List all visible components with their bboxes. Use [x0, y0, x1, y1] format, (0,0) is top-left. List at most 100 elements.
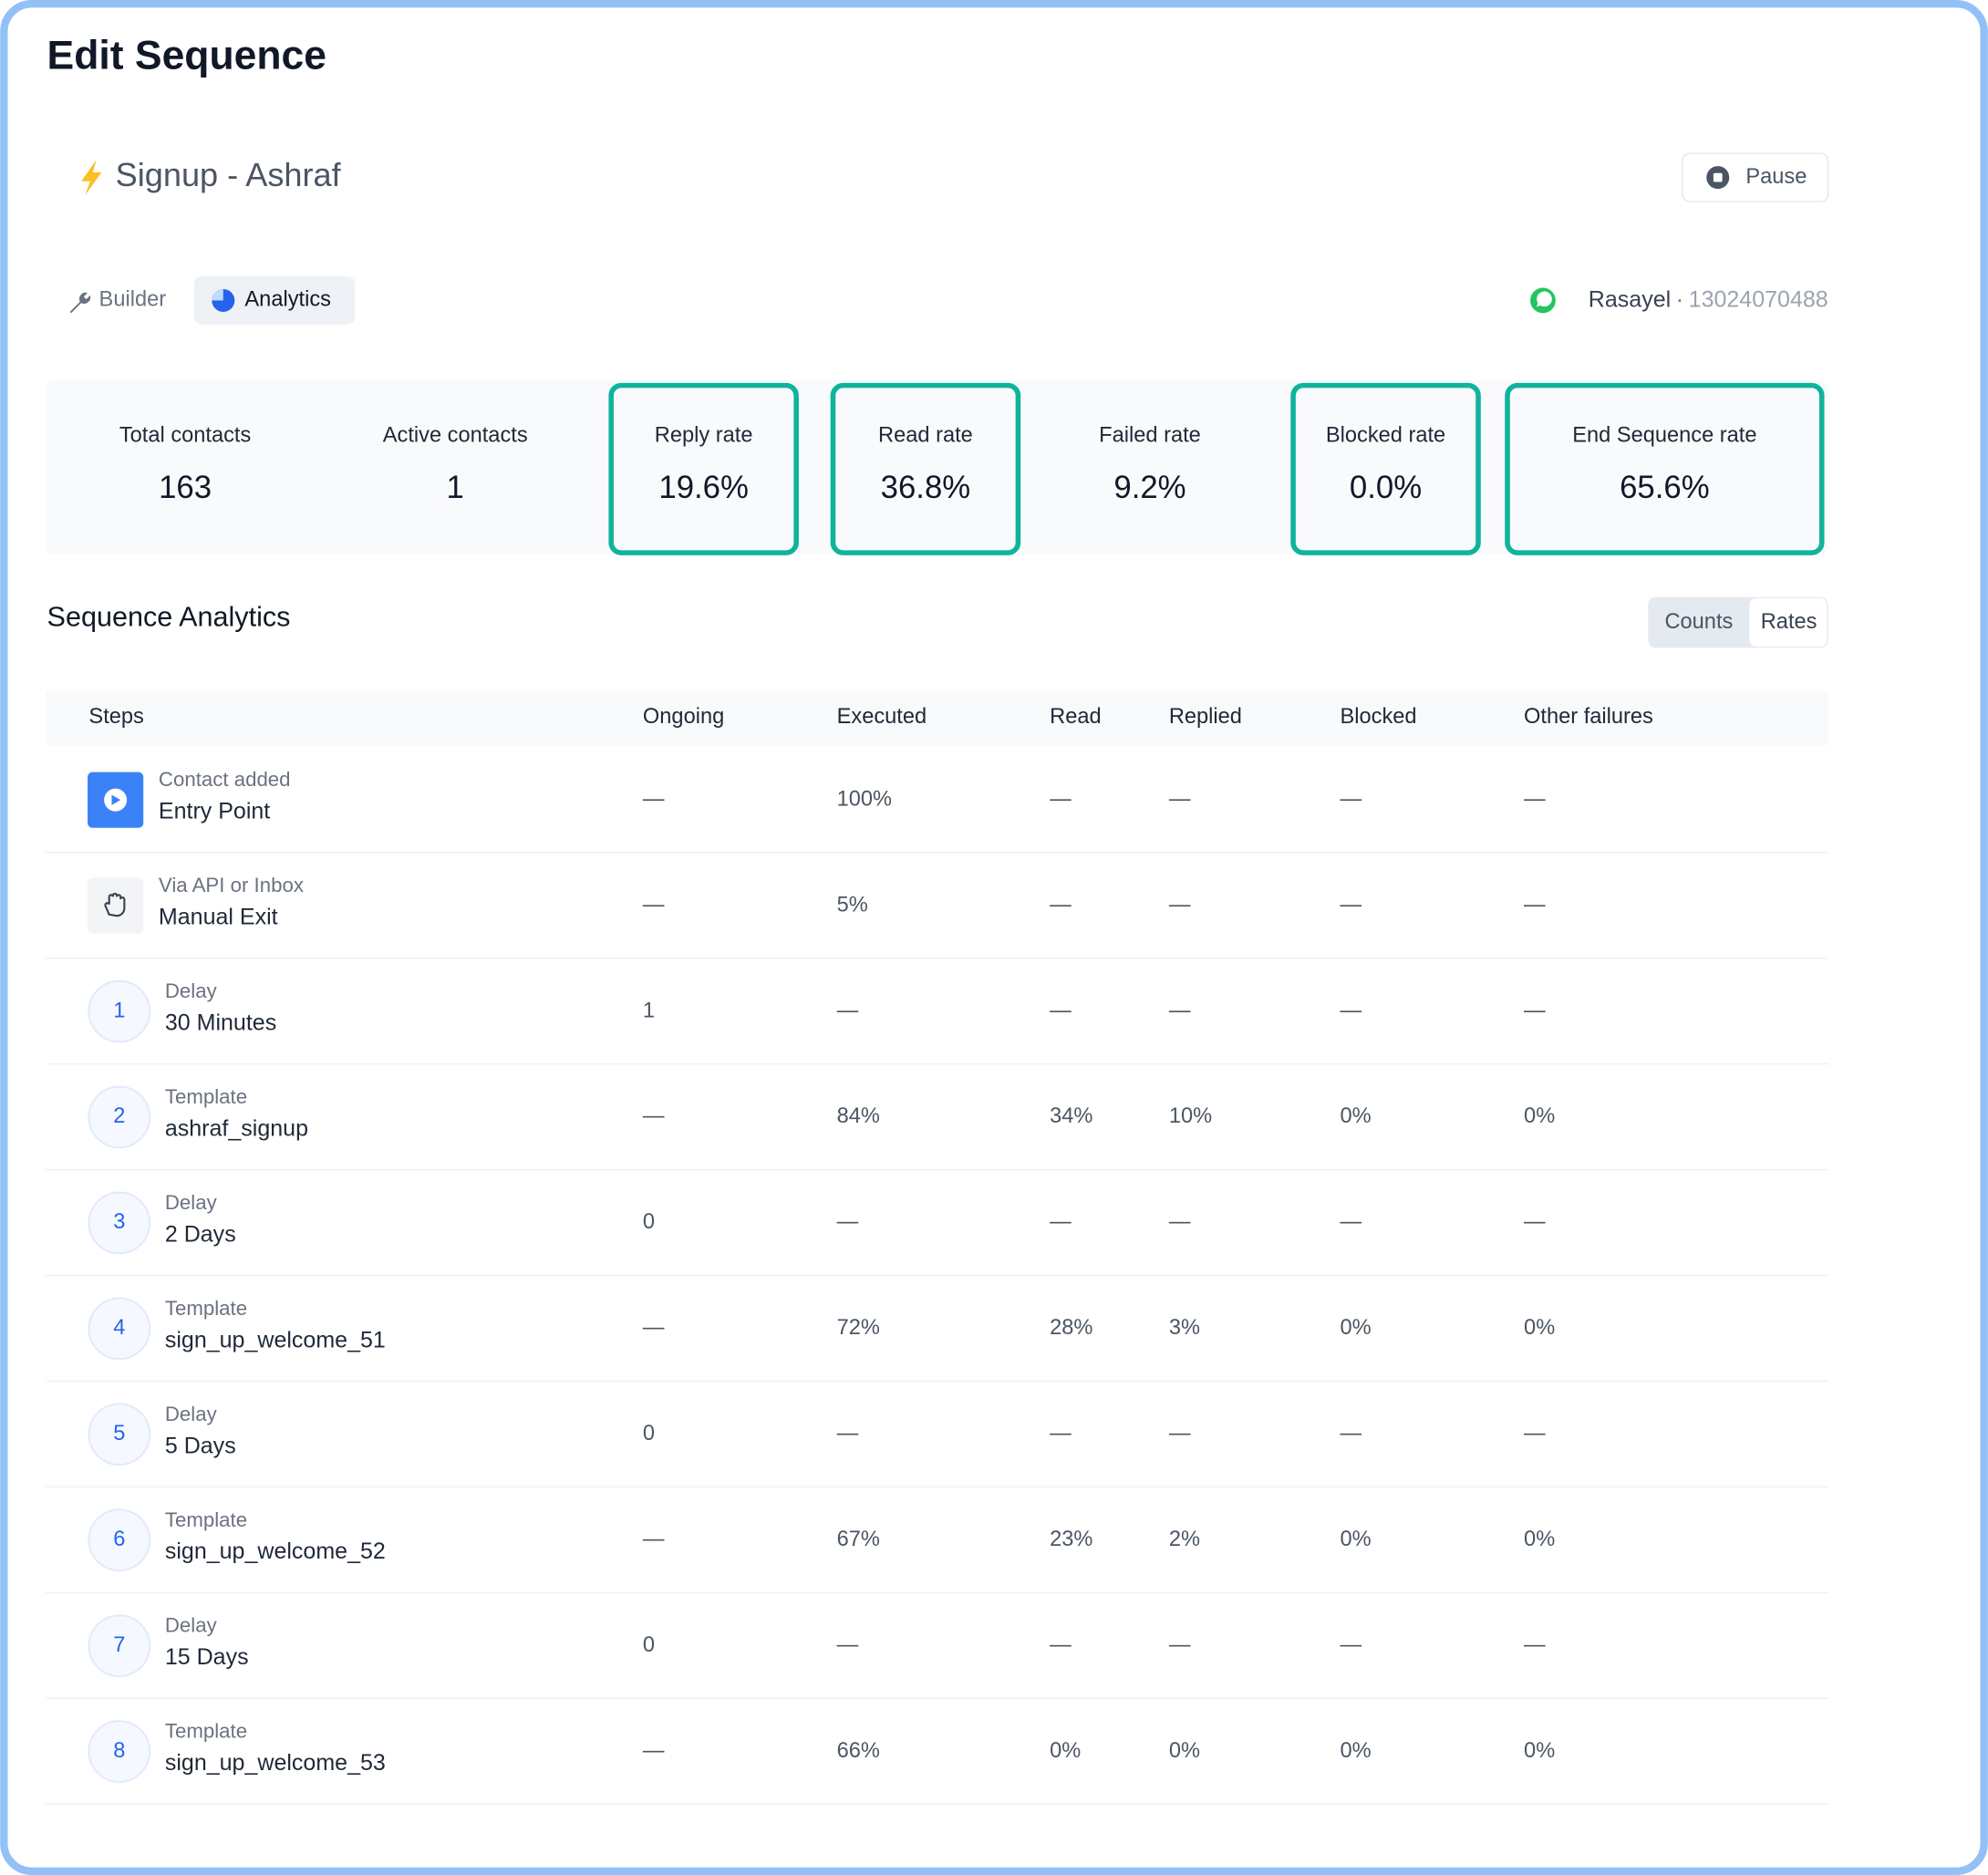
toggle-bg[interactable]	[1749, 598, 1828, 647]
column-header: Replied	[1169, 705, 1242, 729]
button-bg[interactable]	[1682, 152, 1829, 202]
cell: —	[837, 1210, 859, 1234]
step-name: 2 Days	[165, 1221, 236, 1247]
pie-slice	[212, 288, 223, 301]
cell: 66%	[837, 1739, 880, 1763]
stat-label: Blocked rate	[1326, 423, 1445, 447]
cell: —	[1341, 1422, 1362, 1445]
stats-panel	[46, 380, 1828, 554]
button-label[interactable]: Pause	[1745, 165, 1807, 189]
step-kind: Delay	[165, 979, 218, 1002]
play-triangle	[111, 794, 121, 805]
cell: —	[1524, 1633, 1546, 1657]
step-number: 1	[113, 999, 125, 1022]
hand-icon	[104, 892, 126, 917]
channel-number: 13024070488	[1689, 286, 1828, 312]
cell: 0	[643, 1210, 655, 1234]
cell: 0%	[1341, 1104, 1372, 1128]
stat-value: 0.0%	[1350, 471, 1422, 505]
step-badge	[88, 1191, 151, 1255]
cell: 34%	[1050, 1104, 1092, 1128]
bolt-icon	[81, 160, 102, 196]
cell: 0%	[1050, 1739, 1081, 1763]
step-kind: Template	[165, 1508, 247, 1531]
step-kind: Delay	[165, 1191, 218, 1214]
cell: —	[1050, 1422, 1072, 1445]
toggle-bg[interactable]	[1649, 598, 1747, 647]
step-name: Entry Point	[159, 799, 270, 824]
tab-label[interactable]: Analytics	[244, 288, 331, 312]
cell: —	[643, 1104, 665, 1128]
cell: —	[1169, 787, 1191, 811]
step-kind: Via API or Inbox	[159, 874, 304, 896]
highlight-box	[1505, 382, 1825, 555]
cell: —	[1169, 1422, 1191, 1445]
column-header: Blocked	[1341, 705, 1417, 729]
whatsapp-glyph	[1536, 291, 1552, 307]
highlight-box	[1290, 382, 1481, 555]
channel: Rasayel · 13024070488	[1589, 286, 1828, 312]
cell: —	[837, 1422, 859, 1445]
stat-value: 163	[159, 471, 212, 505]
stat-value: 1	[447, 471, 464, 505]
cell: —	[643, 1528, 665, 1551]
toggle-label[interactable]: Rates	[1761, 610, 1817, 634]
separator: ·	[1676, 286, 1683, 312]
cell: —	[837, 999, 859, 1022]
cell: 0%	[1341, 1739, 1372, 1763]
cell: 0%	[1524, 1104, 1555, 1128]
toggle-label[interactable]: Counts	[1664, 610, 1733, 634]
tab-label[interactable]: Builder	[99, 288, 167, 312]
cell: 0%	[1524, 1528, 1555, 1551]
step-badge	[88, 1403, 151, 1466]
step-number: 5	[113, 1422, 125, 1445]
step-name: 5 Days	[165, 1433, 236, 1458]
cell: 0%	[1341, 1528, 1372, 1551]
step-number: 2	[113, 1104, 125, 1128]
cell: —	[643, 1739, 665, 1763]
cell: —	[1169, 1633, 1191, 1657]
stat-label: Active contacts	[383, 423, 528, 447]
cell: 0%	[1169, 1739, 1200, 1763]
step-badge	[88, 1297, 151, 1361]
highlight-box	[608, 382, 799, 555]
cell: 10%	[1169, 1104, 1212, 1128]
column-header: Steps	[88, 705, 143, 729]
cell: 5%	[837, 893, 868, 917]
stat-label: Reply rate	[655, 423, 753, 447]
step-name: Manual Exit	[159, 905, 278, 930]
step-kind: Template	[165, 1085, 247, 1108]
cell: —	[1341, 999, 1362, 1022]
section-title: Sequence Analytics	[47, 601, 291, 632]
cell: —	[1169, 893, 1191, 917]
step-badge	[88, 1508, 151, 1572]
table: Steps Ongoing Executed Read Replied Blocked Ot…	[46, 705, 1828, 1805]
pause-button[interactable]: Pause	[1682, 152, 1829, 202]
stat-label: Total contacts	[119, 423, 251, 447]
cell: 1	[643, 999, 655, 1022]
cell: 0	[643, 1633, 655, 1657]
step-name: sign_up_welcome_53	[165, 1750, 386, 1776]
cell: —	[1524, 999, 1546, 1022]
step-kind: Template	[165, 1297, 247, 1320]
column-header: Other failures	[1524, 705, 1653, 729]
stat-value: 65.6%	[1620, 471, 1710, 505]
tab-bg[interactable]	[193, 276, 356, 325]
cell: —	[837, 1633, 859, 1657]
stat-label: Read rate	[878, 423, 973, 447]
cell: —	[1341, 787, 1362, 811]
step-kind: Contact added	[159, 768, 291, 791]
step-number: 3	[113, 1210, 125, 1234]
cell: 67%	[837, 1528, 880, 1551]
cell: 2%	[1169, 1528, 1200, 1551]
step-name: sign_up_welcome_52	[165, 1538, 386, 1564]
wrench-icon	[69, 292, 91, 314]
cell: —	[1169, 999, 1191, 1022]
cell: —	[1341, 1210, 1362, 1234]
step-kind: Delay	[165, 1614, 218, 1637]
step-name: sign_up_welcome_51	[165, 1327, 386, 1352]
step-kind: Delay	[165, 1403, 218, 1425]
cell: —	[1169, 1210, 1191, 1234]
